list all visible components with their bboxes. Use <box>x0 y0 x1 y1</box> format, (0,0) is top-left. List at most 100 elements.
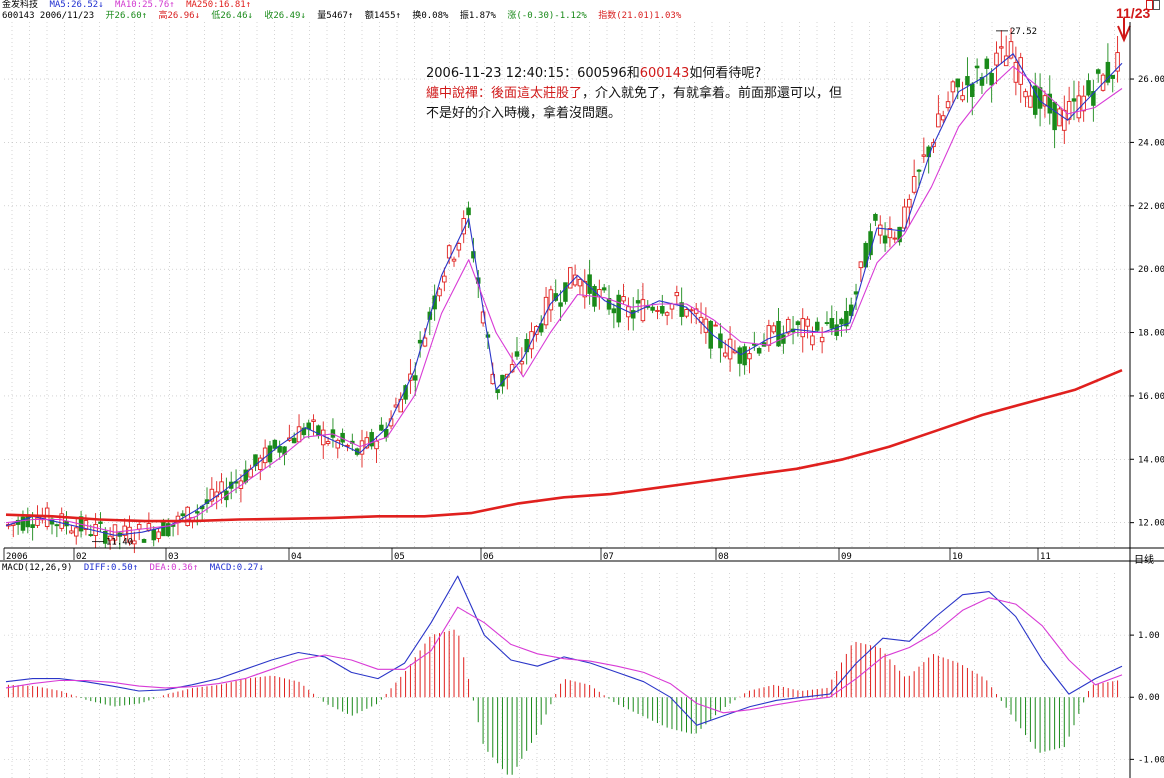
candle-body <box>805 318 810 327</box>
candle-body <box>766 325 772 346</box>
candle-body <box>582 280 588 298</box>
candle-body <box>723 352 728 357</box>
candle-body <box>11 523 16 526</box>
candle-body <box>437 288 442 297</box>
macd-y-tick-label: -1.00 <box>1138 755 1164 765</box>
candle-body <box>708 320 713 349</box>
candle-body <box>737 347 743 364</box>
candle-body <box>921 154 927 157</box>
candle-body <box>161 520 166 537</box>
candle-body <box>1062 109 1067 131</box>
macd-grid <box>4 573 1130 778</box>
candle-body <box>408 373 413 381</box>
macd-y-tick-label: 1.00 <box>1138 631 1160 641</box>
candle-body <box>107 535 113 541</box>
candle-body <box>747 353 752 360</box>
candle-body <box>325 441 331 444</box>
high-value: 高26.96↓ <box>158 11 200 21</box>
price-y-tick-label: 16.00 <box>1138 392 1164 402</box>
candle-body <box>785 318 791 334</box>
candle-body <box>374 440 379 450</box>
ma10-line <box>5 65 1123 533</box>
candle-body <box>911 176 917 193</box>
price-y-tick-label: 22.00 <box>1138 202 1164 212</box>
candle-body <box>311 419 316 422</box>
candle-body <box>1013 61 1019 83</box>
candle-body <box>291 437 297 444</box>
candle-body <box>180 513 186 517</box>
candle-body <box>882 235 888 244</box>
header-row-2: 600143 2006/11/23 开26.60↑ 高26.96↓ 低26.46… <box>2 11 687 22</box>
candle-body <box>815 321 820 331</box>
candle-body <box>877 224 883 236</box>
annotation-line3: 不是好的介入時機，拿着沒問題。 <box>426 106 622 121</box>
candle-body <box>219 481 224 493</box>
candle-body <box>1028 95 1033 108</box>
candle-body <box>548 289 554 311</box>
candle-body <box>262 447 268 464</box>
candle-body <box>1086 80 1091 96</box>
volume-value: 量5467↑ <box>317 11 354 21</box>
candle-body <box>684 309 689 317</box>
candle-body <box>442 275 447 283</box>
candle-body <box>54 524 60 527</box>
window-restore-icon[interactable] <box>1146 0 1160 10</box>
period-label[interactable]: 日线 <box>1134 555 1154 566</box>
dea-value: DEA:0.36↑ <box>149 563 199 573</box>
candle-body <box>795 321 801 326</box>
candle-body <box>950 81 956 93</box>
candle-body <box>940 115 946 121</box>
candle-body <box>127 526 132 543</box>
candle-body <box>601 287 607 291</box>
candle-body <box>873 213 878 221</box>
turnover-value: 换0.08% <box>412 11 449 21</box>
candle-body <box>960 95 965 101</box>
month-tick-label: 08 <box>718 552 729 562</box>
candle-body <box>979 77 985 86</box>
candle-body <box>456 243 462 251</box>
amplitude-value: 振1.87% <box>459 11 496 21</box>
candle-body <box>858 261 864 269</box>
ma250-value: MA250:16.81↑ <box>186 0 252 10</box>
candle-body <box>166 523 171 537</box>
candle-body <box>25 514 31 528</box>
candle-body <box>146 523 152 531</box>
candle-body <box>69 530 74 534</box>
candle-body <box>829 318 835 329</box>
diff-line <box>5 575 1123 726</box>
candle-body <box>1008 41 1014 59</box>
month-tick-label: 05 <box>394 552 405 562</box>
candle-body <box>141 539 147 543</box>
low-marker-label: 11.40 <box>106 538 133 548</box>
candle-body <box>810 335 815 346</box>
candle-body <box>742 346 747 366</box>
candle-body <box>887 228 893 239</box>
candle-body <box>519 361 525 365</box>
candle-body <box>422 337 428 347</box>
low-value: 低26.46↓ <box>211 11 253 21</box>
candle-body <box>1115 52 1120 72</box>
header-row-1: 金发科技 MA5:26.52↓ MA10:25.76↑ MA250:16.81↑ <box>2 0 257 11</box>
candle-body <box>534 326 539 335</box>
candle-body <box>151 529 156 541</box>
candle-body <box>1023 91 1028 98</box>
code-date: 600143 2006/11/23 <box>2 11 95 21</box>
month-tick-label: 04 <box>291 552 302 562</box>
dea-line <box>5 597 1123 714</box>
price-y-tick-label: 14.00 <box>1138 455 1164 465</box>
candle-body <box>999 46 1004 49</box>
candle-body <box>1057 108 1062 127</box>
high-marker-label: 27.52 <box>1010 27 1037 37</box>
macd-y-tick-label: 0.00 <box>1138 693 1160 703</box>
candle-body <box>752 343 757 346</box>
candle-body <box>98 521 103 524</box>
candle-body <box>892 237 898 240</box>
ma250-line <box>5 369 1123 523</box>
candle-body <box>1052 101 1057 131</box>
close-value: 收26.49↓ <box>264 11 306 21</box>
candle-body <box>335 439 341 449</box>
annotation-line2-red: 纏中說禪：後面這太莊股了 <box>426 86 583 101</box>
candle-body <box>446 245 452 259</box>
candle-body <box>379 424 384 431</box>
